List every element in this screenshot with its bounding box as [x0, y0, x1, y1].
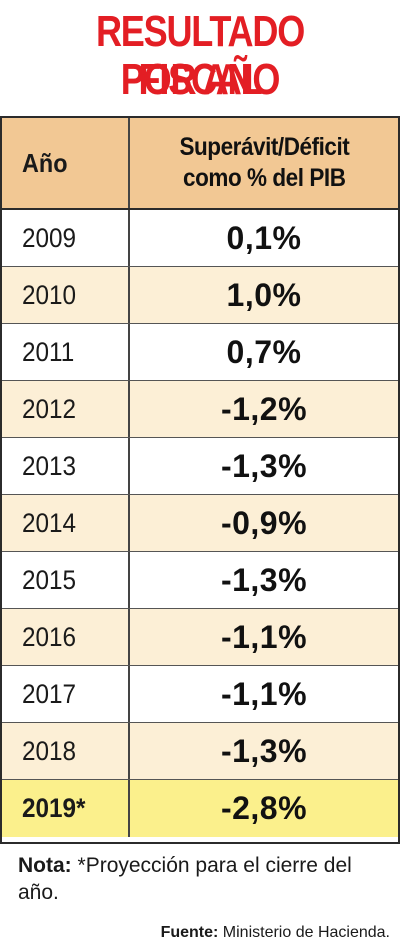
year-label: 2019*	[22, 793, 86, 823]
column-header-year: Año	[22, 147, 68, 178]
year-label: 2017	[22, 678, 77, 709]
column-divider	[128, 324, 130, 380]
column-divider	[128, 552, 130, 608]
table-row: 2009 0,1%	[2, 210, 398, 267]
note-label: Nota:	[18, 854, 72, 877]
year-cell: 2016	[2, 609, 128, 665]
value-cell: -1,3%	[220, 561, 308, 598]
year-label: 2013	[22, 450, 77, 481]
title-block: RESULTADO FISCAL POR AÑO	[0, 0, 400, 112]
year-label: 2011	[22, 336, 75, 367]
year-cell: 2015	[2, 552, 128, 608]
year-cell: 2018	[2, 723, 128, 779]
column-header-value-line-1: Superávit/Déficit	[179, 133, 349, 161]
value-cell: -2,8%	[220, 790, 308, 826]
year-cell: 2009	[2, 210, 128, 266]
year-cell: 2014	[2, 495, 128, 551]
source-credit: Fuente: Ministerio de Hacienda.	[161, 924, 390, 942]
year-label: 2010	[22, 279, 77, 310]
value-cell: 0,1%	[226, 219, 302, 256]
year-cell: 2012	[2, 381, 128, 437]
year-cell: 2011	[2, 324, 128, 380]
year-cell: 2013	[2, 438, 128, 494]
year-cell: 2017	[2, 666, 128, 722]
column-divider	[128, 609, 130, 665]
value-cell: -1,2%	[220, 390, 308, 427]
chart-title-line-1: RESULTADO FISCAL	[95, 7, 305, 104]
year-cell: 2010	[2, 267, 128, 323]
chart-title-line-2: POR AÑO	[120, 55, 281, 104]
year-label: 2015	[22, 564, 77, 595]
year-label: 2016	[22, 621, 77, 652]
footnote: Nota: *Proyección para el cierre del año…	[18, 852, 388, 906]
value-cell: -1,1%	[220, 618, 308, 655]
value-cell: 0,7%	[226, 333, 302, 370]
column-divider	[128, 438, 130, 494]
year-label: 2009	[22, 222, 77, 253]
table-row: 2019* -2,8%	[2, 780, 398, 837]
table-row: 2014 -0,9%	[2, 495, 398, 552]
year-cell: 2019*	[2, 780, 128, 837]
table-row: 2010 1,0%	[2, 267, 398, 324]
table-row: 2012 -1,2%	[2, 381, 398, 438]
value-cell: -1,1%	[220, 675, 308, 712]
fiscal-result-table: Año Superávit/Déficit como % del PIB 200…	[0, 116, 400, 844]
column-divider	[128, 118, 130, 208]
source-label: Fuente:	[160, 924, 219, 941]
table-row: 2016 -1,1%	[2, 609, 398, 666]
column-divider	[128, 723, 130, 779]
table-header-row: Año Superávit/Déficit como % del PIB	[2, 118, 398, 210]
value-cell: -1,3%	[220, 732, 308, 769]
year-label: 2018	[22, 735, 77, 766]
column-header-value-line-2: como % del PIB	[182, 164, 346, 192]
table-row: 2013 -1,3%	[2, 438, 398, 495]
table-row: 2017 -1,1%	[2, 666, 398, 723]
source-text: Ministerio de Hacienda.	[222, 924, 390, 941]
value-cell: -1,3%	[220, 447, 308, 484]
year-label: 2014	[22, 507, 77, 538]
table-row: 2015 -1,3%	[2, 552, 398, 609]
table-row: 2018 -1,3%	[2, 723, 398, 780]
column-divider	[128, 267, 130, 323]
table-row: 2011 0,7%	[2, 324, 398, 381]
note-text: *Proyección para el cierre del año.	[18, 854, 352, 904]
year-label: 2012	[22, 393, 77, 424]
value-cell: 1,0%	[226, 276, 302, 313]
column-divider	[128, 495, 130, 551]
value-cell: -0,9%	[220, 504, 308, 541]
column-divider	[128, 210, 130, 266]
column-divider	[128, 381, 130, 437]
column-divider	[128, 666, 130, 722]
column-divider	[128, 780, 130, 837]
column-header-value: Superávit/Déficit como % del PIB	[130, 118, 398, 208]
